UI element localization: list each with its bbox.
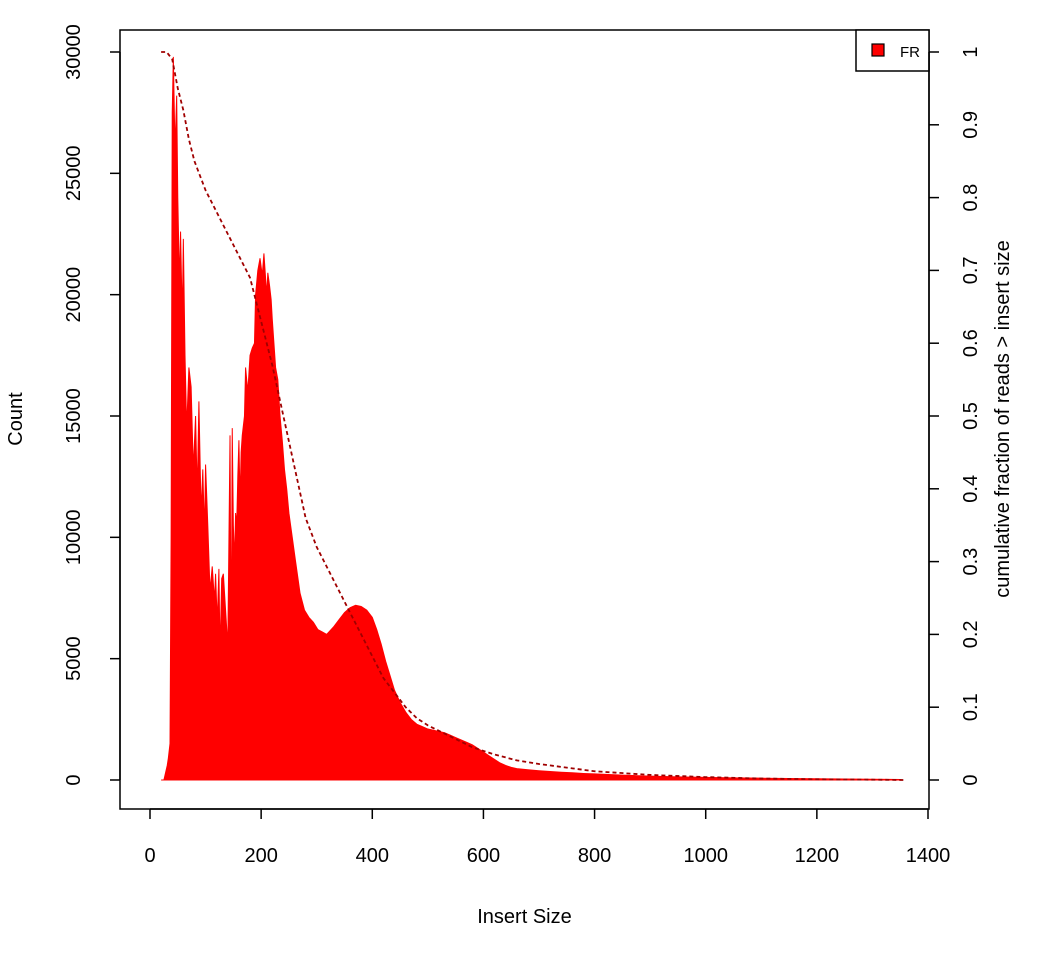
y2-tick-label-0: 0	[960, 774, 982, 785]
y-tick-label-30000: 30000	[63, 24, 85, 80]
x-axis-label: Insert Size	[477, 906, 571, 928]
x-tick-label-1200: 1200	[795, 845, 840, 867]
x-tick-label-1400: 1400	[906, 845, 951, 867]
x-tick-label-200: 200	[244, 845, 277, 867]
x-tick-label-600: 600	[467, 845, 500, 867]
y2-tick-label-1: 1	[960, 46, 982, 57]
y-axis-label: Count	[5, 392, 27, 446]
y2-tick-label-0.7: 0.7	[960, 256, 982, 284]
y2-tick-label-0.2: 0.2	[960, 620, 982, 648]
fr-histogram-area	[161, 56, 901, 781]
y2-tick-label-0.9: 0.9	[960, 111, 982, 139]
x-tick-label-0: 0	[144, 845, 155, 867]
x-tick-label-1000: 1000	[683, 845, 728, 867]
y2-axis-label: cumulative fraction of reads > insert si…	[992, 240, 1014, 597]
x-tick-label-800: 800	[578, 845, 611, 867]
legend: FR	[855, 29, 930, 72]
y2-tick-label-0.3: 0.3	[960, 548, 982, 576]
y2-tick-label-0.8: 0.8	[960, 184, 982, 212]
y2-tick-label-0.1: 0.1	[960, 693, 982, 721]
legend-swatch-fr	[871, 43, 885, 57]
y2-tick-label-0.6: 0.6	[960, 329, 982, 357]
y-tick-label-15000: 15000	[63, 388, 85, 444]
y-tick-label-25000: 25000	[63, 146, 85, 202]
legend-label-fr: FR	[900, 44, 920, 61]
y-tick-label-10000: 10000	[63, 510, 85, 566]
y-tick-label-5000: 5000	[63, 636, 85, 681]
y-tick-label-0: 0	[63, 774, 85, 785]
y2-tick-label-0.5: 0.5	[960, 402, 982, 430]
x-tick-label-400: 400	[356, 845, 389, 867]
y2-tick-label-0.4: 0.4	[960, 475, 982, 503]
y-tick-label-20000: 20000	[63, 267, 85, 323]
legend-box	[855, 29, 930, 72]
